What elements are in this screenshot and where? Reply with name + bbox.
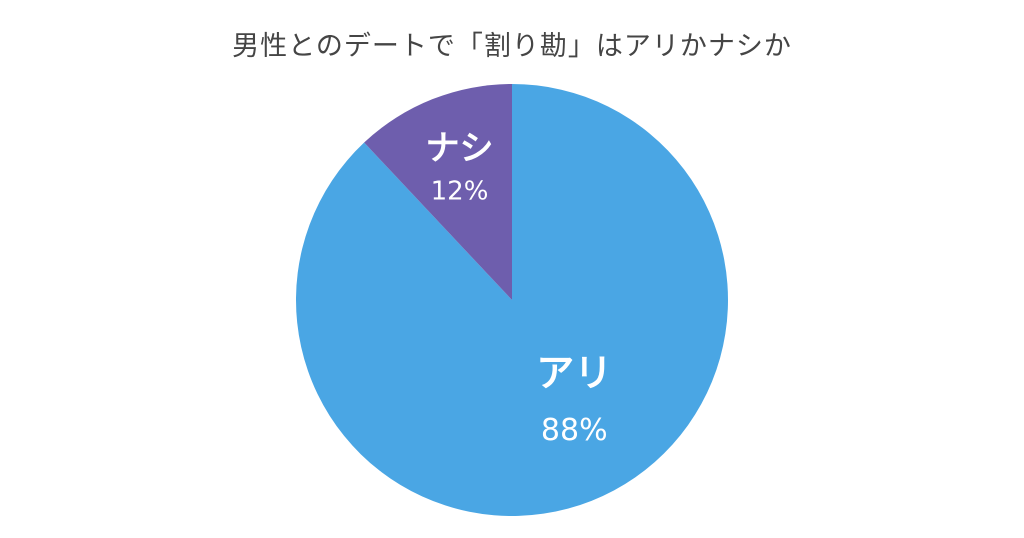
slice-label-value: 12% [431,176,489,206]
slice-label-name: ナシ [426,128,494,168]
slice-label-value: 88% [541,413,608,448]
slice-label-name: アリ [536,351,612,395]
chart-title: 男性とのデートで「割り勘」はアリかナシか [232,31,792,62]
pie-slice-2 [364,84,512,300]
